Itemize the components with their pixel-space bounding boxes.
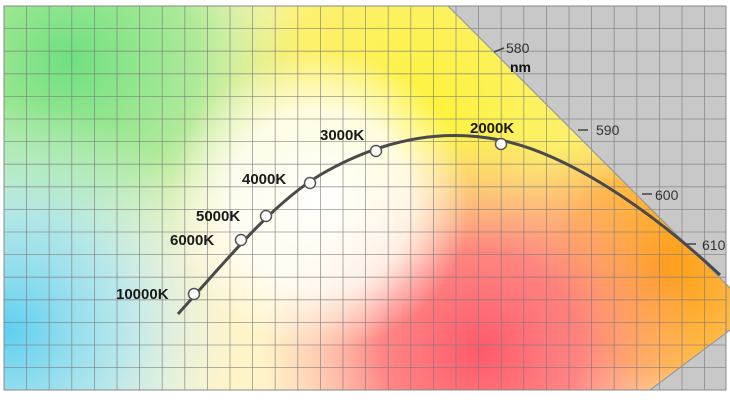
wavelength-label-610: 610 xyxy=(702,237,726,253)
wavelength-label-600: 600 xyxy=(655,187,679,203)
temperature-label-3000k: 3000K xyxy=(320,127,364,144)
temperature-point-3000k xyxy=(369,144,383,158)
spectral-locus-edge-lower xyxy=(649,329,730,391)
temperature-point-10000k xyxy=(187,287,201,301)
temperature-label-10000k: 10000K xyxy=(116,286,169,303)
temperature-label-5000k: 5000K xyxy=(196,208,240,225)
diagram-frame xyxy=(3,5,727,391)
temperature-point-5000k xyxy=(259,209,273,223)
temperature-label-4000k: 4000K xyxy=(242,171,286,188)
wavelength-label-580: 580 xyxy=(506,40,530,56)
temperature-point-2000k xyxy=(494,137,508,151)
wavelength-ticks: 580 nm 590 600 610 xyxy=(493,40,726,253)
temperature-label-2000k: 2000K xyxy=(470,120,514,137)
wavelength-unit-label: nm xyxy=(510,59,531,75)
temperature-label-6000k: 6000K xyxy=(170,232,214,249)
wavelength-label-590: 590 xyxy=(596,122,620,138)
planckian-locus-curve xyxy=(176,134,722,316)
temperature-point-4000k xyxy=(303,176,317,190)
wavelength-tick-580 xyxy=(493,47,505,53)
temperature-point-6000k xyxy=(234,233,248,247)
color-temperature-points: 10000K 6000K 5000K 4000K 3000K 2000K xyxy=(116,120,514,303)
